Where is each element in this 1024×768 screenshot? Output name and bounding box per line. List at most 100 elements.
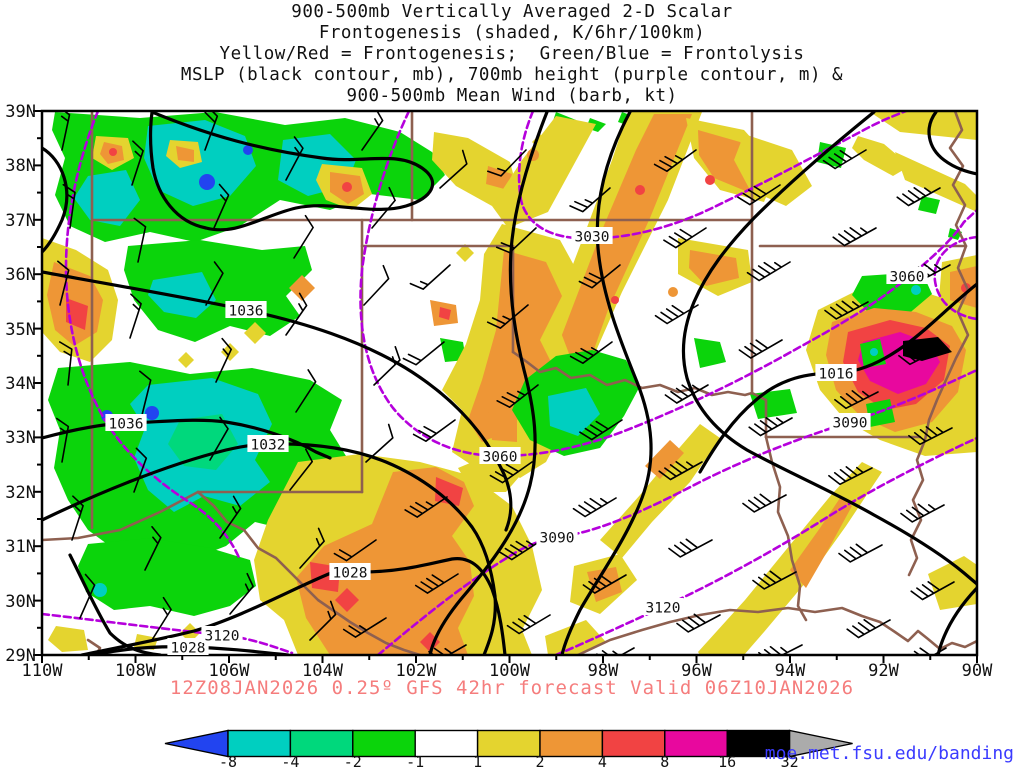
wind-barb xyxy=(365,423,394,463)
wind-barb xyxy=(229,572,254,615)
wind-barb xyxy=(62,183,76,229)
wind-barb xyxy=(219,495,242,539)
lat-label: 38N xyxy=(5,156,36,177)
title-block: 900-500mb Vertically Averaged 2-D Scalar… xyxy=(0,2,1024,107)
wind-barb xyxy=(506,614,551,635)
wind-barb xyxy=(738,339,783,359)
wind-barb xyxy=(658,461,703,481)
wind-barb xyxy=(139,370,152,416)
wind-barb xyxy=(133,447,148,493)
wind-barb xyxy=(746,261,791,282)
colorbar-segment xyxy=(476,729,541,758)
wind-barb xyxy=(131,140,144,186)
lat-label: 39N xyxy=(5,102,36,122)
lat-label: 30N xyxy=(5,591,36,612)
wind-barb xyxy=(56,417,70,463)
wind-barb xyxy=(654,304,699,325)
wind-barb xyxy=(60,111,71,151)
wind-barb xyxy=(582,574,627,594)
wind-barb xyxy=(414,573,459,594)
wind-barb xyxy=(832,227,877,247)
wind-barb xyxy=(668,538,713,558)
wind-barb xyxy=(404,496,448,518)
wind-barb xyxy=(737,184,781,206)
mslp-contours xyxy=(42,111,977,655)
colorbar-tick-label: -8 xyxy=(219,753,237,767)
height-label: 3120 xyxy=(646,601,681,617)
frontogenesis-shading xyxy=(42,112,977,655)
wind-barb xyxy=(838,543,883,563)
wind-barb xyxy=(834,390,879,410)
wind-barb xyxy=(205,261,224,306)
wind-barb xyxy=(295,369,317,413)
colorbar-tick-label: 16 xyxy=(718,753,736,767)
wind-barb xyxy=(828,466,873,486)
wind-barb xyxy=(129,293,142,339)
wind-barb xyxy=(299,527,325,569)
lon-label: 94W xyxy=(774,661,806,681)
wind-barb xyxy=(496,384,539,408)
height-label: 3090 xyxy=(833,416,868,432)
colorbar-tick-label: 32 xyxy=(781,753,799,767)
height-label: 3030 xyxy=(575,230,610,246)
wind-barb xyxy=(402,341,445,366)
colorbar-tick-label: -1 xyxy=(406,753,424,767)
axis-ticks xyxy=(33,110,978,663)
colorbar-tick-label: -4 xyxy=(281,753,299,767)
height-label: 3090 xyxy=(540,531,575,547)
wind-barb xyxy=(908,426,953,446)
wind-barb xyxy=(910,581,955,601)
lon-label: 92W xyxy=(868,661,899,681)
wind-barb xyxy=(900,503,945,523)
wind-barb xyxy=(342,617,387,638)
wind-barb xyxy=(898,343,943,366)
wind-barb xyxy=(409,264,451,290)
wind-barb xyxy=(572,497,617,518)
mslp-label: 1016 xyxy=(819,367,854,383)
wind-barb xyxy=(896,187,941,207)
wind-barb xyxy=(663,227,707,249)
wind-barb xyxy=(569,187,611,213)
wind-barb xyxy=(495,227,537,254)
wind-barb xyxy=(361,111,384,151)
wind-barb xyxy=(144,526,162,571)
title-line: MSLP (black contour, mb), 700mb height (… xyxy=(180,65,844,85)
wind-barb xyxy=(79,573,96,619)
lon-label: 96W xyxy=(681,661,712,681)
banding-link[interactable]: moe.met.fsu.edu/banding xyxy=(764,743,1014,764)
mslp-label: 1028 xyxy=(333,566,368,582)
wind-barb xyxy=(215,337,232,383)
wind-barb xyxy=(439,149,468,189)
wind-barb xyxy=(333,539,377,562)
colorbar-tick-label: 8 xyxy=(660,753,669,767)
wind-barb xyxy=(285,292,308,336)
lon-label: 102W xyxy=(395,661,437,681)
wind-barb xyxy=(748,417,793,437)
wind-barb xyxy=(57,260,70,306)
wind-barb xyxy=(489,461,533,484)
wind-barb xyxy=(412,419,456,442)
title-line: 900-500mb Vertically Averaged 2-D Scalar xyxy=(291,2,733,22)
height-label: 3120 xyxy=(205,629,240,645)
lon-label: 104W xyxy=(302,661,343,681)
wind-barb xyxy=(373,346,401,386)
colorbar-segment xyxy=(414,729,479,758)
colorbar-tick-label: 1 xyxy=(473,753,482,767)
lon-label: 100W xyxy=(489,661,530,681)
wind-barb xyxy=(293,214,314,259)
wind-barb xyxy=(371,186,396,229)
wind-barb xyxy=(824,300,869,320)
lat-label: 32N xyxy=(5,482,36,503)
wind-barb xyxy=(71,495,84,541)
wind-barb xyxy=(213,183,230,229)
mslp-label: 1032 xyxy=(251,438,286,454)
colorbar-tick-label: 4 xyxy=(598,753,607,767)
colorbar-tick-label: 2 xyxy=(535,753,544,767)
wind-barb xyxy=(285,136,304,181)
wind-barb xyxy=(486,304,529,329)
forecast-caption: 12Z08JAN2026 0.25º GFS 42hr forecast Val… xyxy=(169,677,855,699)
lon-label: 110W xyxy=(21,661,63,681)
colorbar-tick-label: -2 xyxy=(344,753,362,767)
